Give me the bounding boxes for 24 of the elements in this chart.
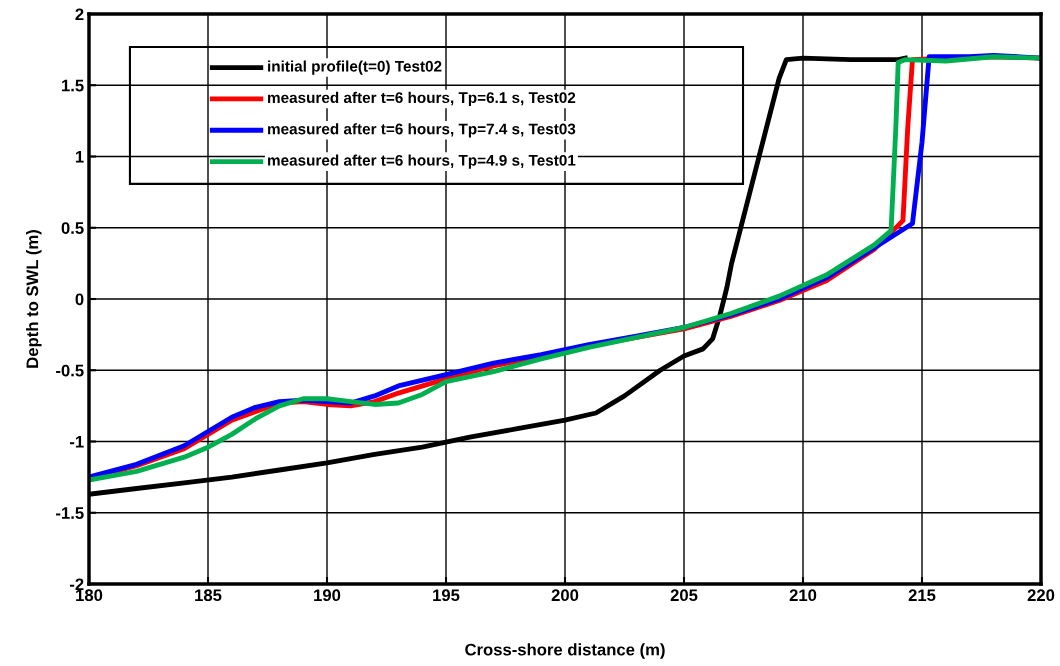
legend-label: measured after t=6 hours, Tp=4.9 s, Test01 xyxy=(268,154,576,169)
x-tick-label: 195 xyxy=(433,589,460,602)
x-tick-label: 200 xyxy=(551,589,579,602)
x-tick-label: 215 xyxy=(908,589,936,602)
y-tick-label: 0 xyxy=(75,293,84,306)
y-tick-label: -0.5 xyxy=(56,364,84,377)
legend-label: measured after t=6 hours, Tp=7.4 s, Test03 xyxy=(268,123,576,138)
y-tick-label: -1.5 xyxy=(56,507,84,519)
x-tick-label: 220 xyxy=(1027,589,1055,602)
x-tick-label: 205 xyxy=(670,589,698,602)
y-tick-label: 1.5 xyxy=(62,79,84,92)
y-axis-title: Depth to SWL (m) xyxy=(26,230,42,368)
y-tick-label: -2 xyxy=(69,578,84,591)
x-tick-label: 185 xyxy=(195,589,222,602)
x-tick-label: 190 xyxy=(314,589,341,602)
legend-label: measured after t=6 hours, Tp=6.1 s, Test02 xyxy=(268,91,576,107)
y-tick-label: 0.5 xyxy=(61,222,84,234)
x-axis-title: Cross-shore distance (m) xyxy=(465,643,665,659)
legend-label: initial profile(t=0) Test02 xyxy=(268,60,442,75)
y-tick-label: 1 xyxy=(75,151,84,163)
y-tick-label: -1 xyxy=(69,436,84,448)
x-tick-label: 210 xyxy=(789,589,817,602)
y-tick-label: 2 xyxy=(75,8,84,21)
x-tick-label: 180 xyxy=(76,589,103,602)
